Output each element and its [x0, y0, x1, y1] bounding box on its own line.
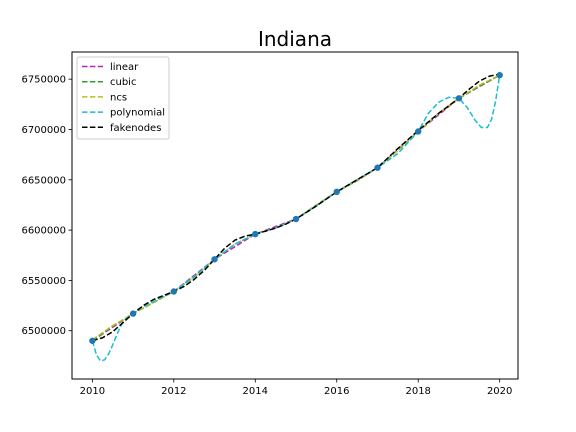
data-point [129, 310, 137, 317]
data-point [170, 288, 178, 295]
legend-box [76, 56, 170, 140]
data-point [211, 256, 218, 263]
x-tick-label: 2020 [487, 386, 512, 397]
data-point [374, 164, 381, 171]
data-point [89, 337, 96, 344]
y-axis: 6500000 6550000 6600000 6650000 6700000 67500… [21, 75, 72, 337]
x-axis: 2010 2012 2014 2016 2018 2020 [80, 379, 512, 397]
data-point [455, 95, 463, 102]
data-point [333, 188, 340, 196]
y-tick-label: 6700000 [21, 125, 66, 136]
data-point [496, 71, 503, 79]
legend-label-linear: linear [110, 62, 139, 73]
legend: linear cubic ncs polynomial fakenodes [76, 56, 170, 140]
plot-frame [71, 51, 519, 380]
x-tick-label: 2018 [405, 386, 430, 397]
data-point [415, 128, 422, 135]
legend-label-polynomial: polynomial [110, 108, 165, 119]
legend-label-cubic: cubic [110, 77, 136, 88]
legend-label-fakenodes: fakenodes [110, 123, 161, 134]
y-tick-label: 6650000 [21, 175, 66, 186]
legend-label-ncs: ncs [110, 92, 127, 103]
data-point [252, 230, 259, 238]
y-tick-label: 6500000 [21, 326, 66, 337]
x-tick-label: 2012 [161, 386, 186, 397]
x-tick-label: 2016 [324, 386, 349, 397]
data-point [292, 215, 300, 223]
series-line-polynomial [91, 75, 501, 362]
y-tick-label: 6550000 [21, 276, 66, 287]
x-tick-label: 2014 [243, 386, 268, 397]
x-tick-label: 2010 [80, 386, 105, 397]
y-tick-label: 6750000 [21, 75, 66, 86]
chart-title: Indiana [258, 27, 332, 51]
y-tick-label: 6600000 [21, 226, 66, 237]
data-points [89, 71, 503, 344]
